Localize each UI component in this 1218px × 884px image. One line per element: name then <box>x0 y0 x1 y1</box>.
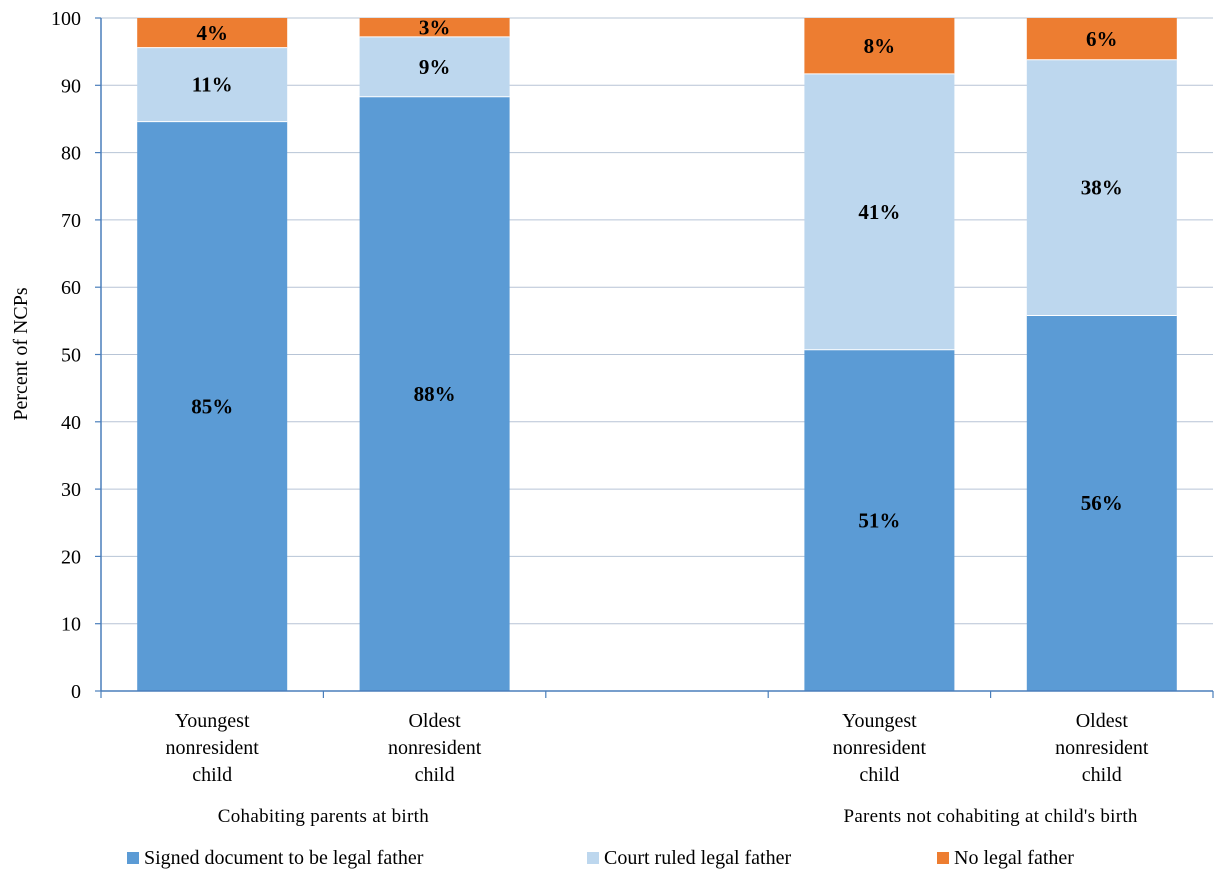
bars: 85% 11% 4% 88% 9% 3% 51% 41% 8% 56% 38% 6% <box>137 15 1177 692</box>
data-label: 9% <box>419 55 451 79</box>
data-label: 3% <box>419 15 451 39</box>
bar-segment <box>804 73 955 350</box>
bar-segment <box>359 96 510 692</box>
y-tick-label: 10 <box>61 614 81 636</box>
group-labels: Cohabiting parents at birth Parents not c… <box>218 806 1138 827</box>
data-label: 4% <box>196 21 228 45</box>
y-axis-label: Percent of NCPs <box>10 287 32 421</box>
category-label: Oldest <box>1076 710 1129 732</box>
category-label: child <box>1082 764 1122 786</box>
y-tick-label: 40 <box>61 412 81 434</box>
bar-segment <box>804 349 955 691</box>
group-label: Parents not cohabiting at child's birth <box>843 806 1137 827</box>
bar-segment <box>1026 59 1177 316</box>
category-label: child <box>859 764 899 786</box>
bar-segment <box>359 36 510 97</box>
legend-swatch <box>937 852 949 864</box>
data-label: 8% <box>864 34 896 58</box>
bar-segment <box>137 18 288 48</box>
data-label: 38% <box>1081 176 1123 200</box>
y-tick-labels: 0 10 20 30 40 50 60 70 80 90 100 <box>51 8 81 703</box>
y-tick-label: 0 <box>71 681 81 703</box>
data-label: 6% <box>1086 27 1118 51</box>
y-tick-label: 30 <box>61 479 81 501</box>
y-tick-label: 90 <box>61 75 81 97</box>
y-tick-label: 80 <box>61 143 81 165</box>
legend: Signed document to be legal father Court … <box>127 847 1074 869</box>
bar-segment <box>137 47 288 122</box>
legend-label: Signed document to be legal father <box>144 847 424 869</box>
category-label: Youngest <box>175 710 250 732</box>
category-label: child <box>415 764 455 786</box>
y-tick-label: 100 <box>51 8 81 30</box>
bar-segment <box>137 121 288 692</box>
category-labels: Youngest nonresident child Oldest nonresiden… <box>166 710 1149 786</box>
legend-swatch <box>127 852 139 864</box>
data-label: 11% <box>192 73 233 97</box>
data-label: 88% <box>414 382 456 406</box>
bar-segment <box>1026 315 1177 691</box>
bar-segment <box>1026 18 1177 60</box>
category-label: Oldest <box>408 710 461 732</box>
bar-segment <box>359 18 510 37</box>
y-tick-label: 20 <box>61 546 81 568</box>
data-label: 41% <box>858 200 900 224</box>
category-label: nonresident <box>1055 737 1149 759</box>
legend-label: Court ruled legal father <box>604 847 791 869</box>
data-label: 56% <box>1081 491 1123 515</box>
group-label: Cohabiting parents at birth <box>218 806 429 827</box>
category-label: nonresident <box>388 737 482 759</box>
category-label: nonresident <box>833 737 927 759</box>
y-tick-label: 60 <box>61 277 81 299</box>
data-label: 51% <box>858 508 900 532</box>
y-tick-label: 70 <box>61 210 81 232</box>
category-label: nonresident <box>166 737 260 759</box>
category-label: child <box>192 764 232 786</box>
legend-swatch <box>587 852 599 864</box>
category-label: Youngest <box>842 710 917 732</box>
legend-label: No legal father <box>954 847 1074 869</box>
data-label: 85% <box>191 394 233 418</box>
bar-segment <box>804 18 955 74</box>
axes <box>95 17 1214 698</box>
y-tick-label: 50 <box>61 345 81 367</box>
